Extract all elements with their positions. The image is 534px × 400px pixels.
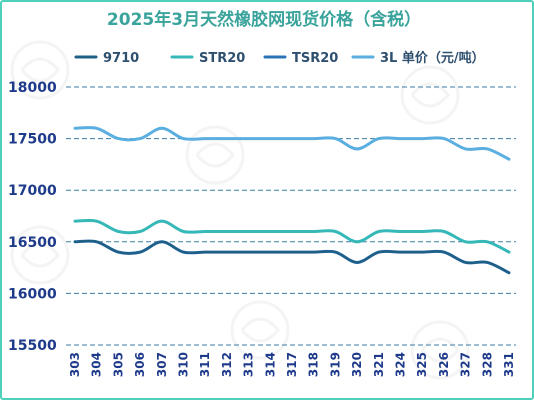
x-tick-label: 313 xyxy=(242,352,256,377)
y-tick-label: 17500 xyxy=(8,132,57,148)
legend-item: TSR20 xyxy=(263,51,338,66)
legend-label: STR20 xyxy=(199,51,245,66)
series-line-3 xyxy=(73,239,511,275)
watermark-logo xyxy=(20,242,60,268)
x-tick-label: 305 xyxy=(111,352,125,377)
legend-item: 3L 单价（元/吨） xyxy=(351,50,485,66)
x-tick-label: 327 xyxy=(459,352,473,377)
watermark-logo xyxy=(10,225,70,285)
watermark-logo xyxy=(20,57,60,83)
watermark-logo xyxy=(195,142,235,168)
x-tick-label: 324 xyxy=(394,352,408,377)
series-lines xyxy=(73,126,511,275)
x-tick-label: 310 xyxy=(177,352,191,377)
y-tick-label: 15500 xyxy=(8,338,57,354)
legend-label: 9710 xyxy=(103,51,139,66)
x-tick-label: 331 xyxy=(502,352,516,377)
x-tick-label: 314 xyxy=(263,352,277,377)
watermark-logo xyxy=(420,337,460,363)
legend-item: 9710 xyxy=(74,51,139,66)
watermark-logo xyxy=(10,40,70,100)
y-axis-ticks: 15500 16000 16500 17000 17500 18000 xyxy=(8,80,57,354)
x-tick-label: 303 xyxy=(68,352,82,377)
x-tick-label: 319 xyxy=(328,352,342,377)
watermark-logo xyxy=(230,300,290,360)
watermark-layer xyxy=(10,40,470,380)
y-tick-label: 17000 xyxy=(8,183,57,199)
watermark-logo xyxy=(410,320,470,380)
legend-item: STR20 xyxy=(170,51,245,66)
x-axis-ticks: 303 304 305 306 307 310 311 312 313 314 317 318 319 3… xyxy=(68,352,516,377)
x-tick-label: 321 xyxy=(372,352,386,377)
watermark-logo xyxy=(410,82,450,108)
watermark-logo xyxy=(240,317,280,343)
legend-label: 3L 单价（元/吨） xyxy=(380,50,485,66)
legend-label: TSR20 xyxy=(292,51,338,66)
watermark-logo xyxy=(400,65,460,125)
gridlines xyxy=(66,86,516,346)
x-tick-label: 317 xyxy=(285,352,299,377)
y-tick-label: 16000 xyxy=(8,286,57,302)
x-tick-label: 304 xyxy=(90,352,104,377)
series-line-2 xyxy=(73,218,511,254)
chart-title: 2025年3月天然橡胶网现货价格（含税） xyxy=(107,9,421,30)
x-tick-label: 311 xyxy=(198,352,212,377)
y-tick-label: 18000 xyxy=(8,80,57,96)
x-tick-label: 328 xyxy=(480,352,494,377)
watermark-logo xyxy=(185,125,245,185)
x-tick-label: 320 xyxy=(350,352,364,377)
x-tick-label: 325 xyxy=(415,352,429,377)
legend: 9710 STR20 TSR20 3L 单价（元/吨） xyxy=(74,50,485,66)
x-tick-label: 318 xyxy=(307,352,321,377)
series-line-4 xyxy=(73,126,511,161)
series-line-1 xyxy=(73,239,511,274)
x-tick-label: 306 xyxy=(133,352,147,377)
y-tick-label: 16500 xyxy=(8,235,57,251)
x-tick-label: 312 xyxy=(220,352,234,377)
x-tick-label: 326 xyxy=(437,352,451,377)
x-tick-label: 307 xyxy=(155,352,169,377)
